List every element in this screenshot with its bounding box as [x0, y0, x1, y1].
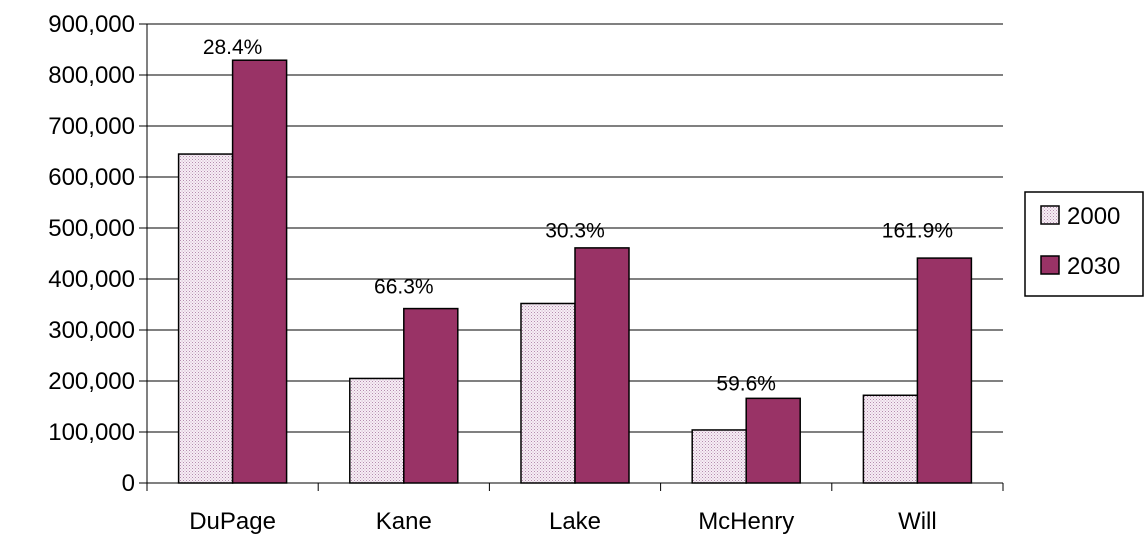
y-tick-label: 200,000 [48, 368, 135, 395]
bar-2000-dupage [177, 153, 234, 484]
y-tick-label: 0 [122, 470, 135, 497]
bar-2030-lake [574, 247, 630, 484]
gridlines [147, 23, 1003, 433]
growth-annotation: 59.6% [716, 373, 776, 396]
growth-annotation: 66.3% [374, 276, 434, 299]
bar-2000-will [862, 394, 919, 484]
x-category-label: Will [898, 508, 937, 535]
x-category-label: McHenry [698, 508, 794, 535]
bars [177, 59, 973, 484]
legend: 2000 2030 [1024, 191, 1144, 297]
bar-2030-dupage [231, 59, 288, 484]
legend-swatch-2030 [1040, 255, 1060, 275]
legend-label-2030: 2030 [1067, 253, 1120, 280]
x-category-label: DuPage [189, 508, 276, 535]
growth-annotation: 161.9% [882, 220, 953, 243]
bar-2000-lake [520, 302, 576, 484]
y-tick-label: 100,000 [48, 419, 135, 446]
legend-label-2000: 2000 [1067, 203, 1120, 230]
y-tick-label: 300,000 [48, 317, 135, 344]
y-tick-label: 700,000 [48, 113, 135, 140]
y-tick-label: 500,000 [48, 215, 135, 242]
bar-2030-mchenry [745, 397, 801, 484]
growth-annotation: 30.3% [545, 220, 605, 243]
growth-annotation: 28.4% [203, 36, 263, 59]
y-tick-label: 600,000 [48, 164, 135, 191]
labels: 0 100,000 200,000 300,000 400,000 500,000 600,… [48, 11, 953, 535]
bar-2000-mchenry [691, 429, 747, 484]
x-category-label: Kane [376, 508, 432, 535]
legend-swatch-2000 [1040, 205, 1060, 225]
y-tick-label: 400,000 [48, 266, 135, 293]
bar-2030-will [916, 257, 973, 484]
y-tick-label: 900,000 [48, 11, 135, 38]
bar-2000-kane [349, 377, 405, 484]
x-category-label: Lake [549, 508, 601, 535]
y-tick-label: 800,000 [48, 62, 135, 89]
bar-2030-kane [403, 307, 459, 484]
